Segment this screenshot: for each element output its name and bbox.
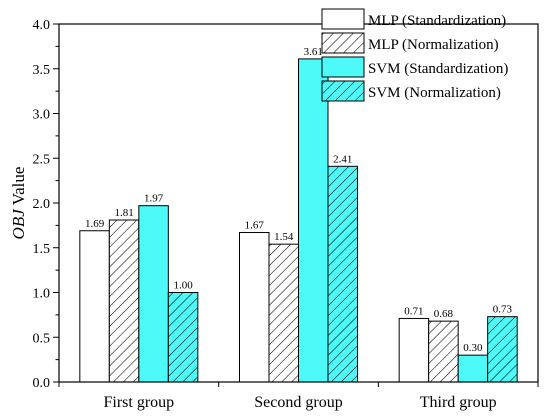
bars-group	[79, 58, 518, 383]
y-tick-label: 4.0	[33, 18, 51, 33]
bar	[298, 58, 329, 383]
legend-swatch	[321, 56, 365, 78]
data-label: 1.81	[114, 207, 133, 219]
y-axis-title: OBJ Value	[9, 167, 28, 240]
bar	[457, 354, 489, 383]
legend-label: SVM (Standardization)	[368, 61, 508, 77]
y-tick-label: 2.5	[33, 152, 51, 167]
bar	[487, 316, 518, 383]
data-label: 2.41	[333, 153, 352, 165]
y-tick-label: 1.0	[33, 287, 51, 302]
bar	[268, 243, 299, 383]
axes-group: First group Second group Third group 0.0 0.5…	[9, 18, 539, 411]
data-labels-group: 1.69 1.81 1.97 1.00 1.67 1.54 3.61 2.41 0.71 0.68…	[85, 46, 513, 354]
data-label: 1.69	[85, 218, 105, 230]
legend-swatch	[321, 8, 365, 30]
data-label: 1.97	[144, 193, 164, 205]
data-label: 0.30	[463, 342, 483, 354]
legend-swatch	[321, 32, 365, 54]
bar	[239, 232, 270, 383]
legend-label: MLP (Standardization)	[368, 13, 506, 29]
bar	[167, 292, 199, 383]
bar	[79, 230, 110, 383]
bar	[108, 219, 140, 383]
legend: MLP (Standardization) MLP (Normalization)…	[321, 8, 508, 102]
y-tick-label: 3.5	[33, 63, 51, 78]
y-tick-label: 3.0	[33, 108, 51, 123]
x-tick-label: First group	[103, 394, 174, 411]
y-tick-label: 1.5	[33, 242, 51, 257]
bar	[398, 317, 430, 383]
data-label: 1.67	[245, 220, 265, 232]
data-label: 1.00	[173, 280, 193, 292]
data-label: 0.73	[493, 304, 513, 316]
y-tick-label: 2.0	[33, 197, 51, 212]
data-label: 3.61	[304, 46, 323, 58]
y-tick-label: 0.5	[33, 331, 51, 346]
y-tick-label: 0.0	[33, 376, 51, 391]
data-label: 1.54	[274, 231, 294, 243]
data-label: 0.71	[404, 305, 423, 317]
bar	[428, 320, 459, 383]
legend-label: SVM (Normalization)	[368, 85, 501, 101]
bar	[138, 205, 169, 383]
legend-swatch	[321, 80, 365, 102]
x-tick-label: Third group	[420, 394, 497, 411]
x-tick-label: Second group	[254, 394, 342, 411]
bar	[327, 165, 358, 383]
legend-label: MLP (Normalization)	[368, 37, 499, 53]
data-label: 0.68	[434, 308, 454, 320]
